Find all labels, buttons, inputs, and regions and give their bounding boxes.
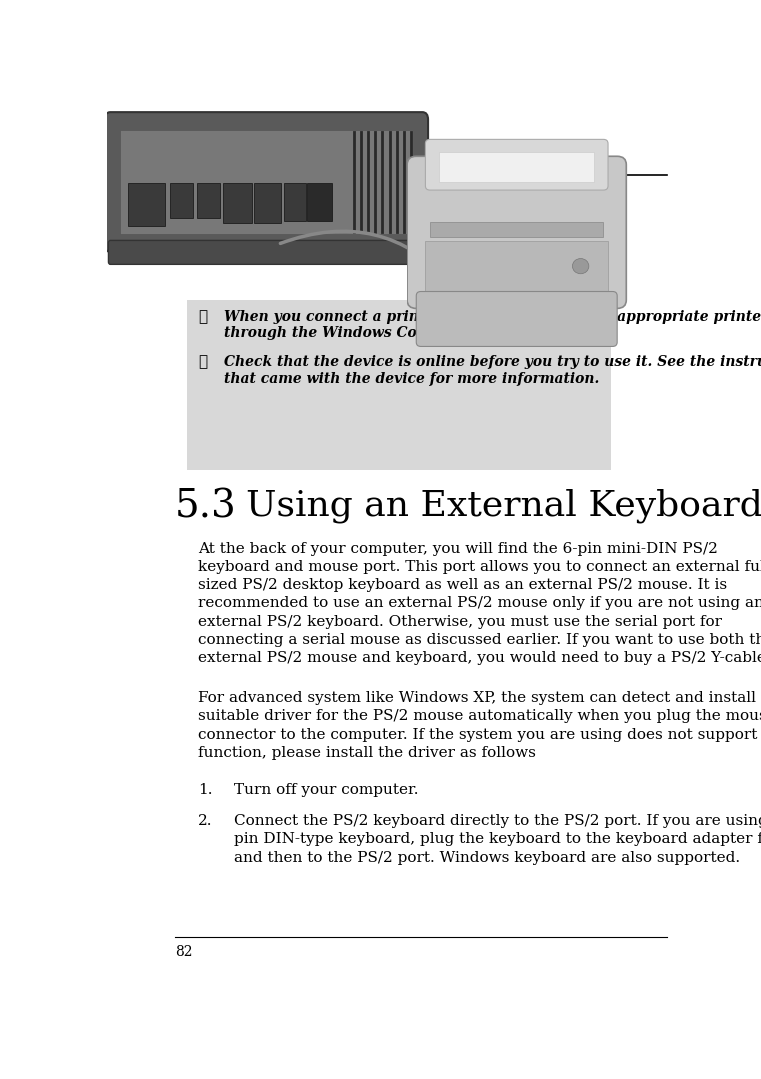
- Text: connector to the computer. If the system you are using does not support this: connector to the computer. If the system…: [199, 727, 761, 741]
- Circle shape: [572, 259, 589, 274]
- Text: Connect the PS/2 keyboard directly to the PS/2 port. If you are using 5-: Connect the PS/2 keyboard directly to th…: [234, 814, 761, 828]
- FancyBboxPatch shape: [425, 241, 608, 296]
- Text: For advanced system like Windows XP, the system can detect and install: For advanced system like Windows XP, the…: [199, 692, 756, 705]
- Text: that came with the device for more information.: that came with the device for more infor…: [224, 372, 599, 386]
- Text: Check that the device is online before you try to use it. See the instructions: Check that the device is online before y…: [224, 355, 761, 369]
- Text: When you connect a printer, be sure to install the appropriate printer driver: When you connect a printer, be sure to i…: [224, 310, 761, 324]
- Text: Using an External Keyboard (PS/2): Using an External Keyboard (PS/2): [246, 489, 761, 523]
- Text: otebook User Guide: otebook User Guide: [194, 160, 419, 182]
- Text: connecting a serial mouse as discussed earlier. If you want to use both the: connecting a serial mouse as discussed e…: [199, 633, 761, 647]
- Text: through the Windows Control Panel.: through the Windows Control Panel.: [224, 326, 508, 340]
- FancyBboxPatch shape: [407, 156, 626, 309]
- Text: function, please install the driver as follows: function, please install the driver as f…: [199, 746, 537, 760]
- FancyBboxPatch shape: [170, 183, 193, 218]
- FancyBboxPatch shape: [109, 241, 425, 264]
- Text: recommended to use an external PS/2 mouse only if you are not using an: recommended to use an external PS/2 mous…: [199, 597, 761, 611]
- FancyBboxPatch shape: [430, 222, 603, 236]
- FancyBboxPatch shape: [186, 300, 611, 470]
- Text: At the back of your computer, you will find the 6-pin mini-DIN PS/2: At the back of your computer, you will f…: [199, 542, 718, 556]
- Text: ☞: ☞: [199, 310, 208, 324]
- FancyBboxPatch shape: [128, 183, 165, 226]
- FancyBboxPatch shape: [196, 183, 220, 218]
- Text: suitable driver for the PS/2 mouse automatically when you plug the mouse: suitable driver for the PS/2 mouse autom…: [199, 709, 761, 723]
- FancyBboxPatch shape: [224, 183, 253, 223]
- Text: 2.: 2.: [199, 814, 213, 828]
- Text: sized PS/2 desktop keyboard as well as an external PS/2 mouse. It is: sized PS/2 desktop keyboard as well as a…: [199, 578, 728, 592]
- Text: Turn off your computer.: Turn off your computer.: [234, 782, 419, 796]
- Text: pin DIN-type keyboard, plug the keyboard to the keyboard adapter first: pin DIN-type keyboard, plug the keyboard…: [234, 832, 761, 846]
- FancyBboxPatch shape: [307, 183, 333, 221]
- Text: N: N: [175, 159, 210, 196]
- FancyBboxPatch shape: [416, 291, 617, 346]
- FancyBboxPatch shape: [105, 112, 428, 251]
- Text: ☞: ☞: [199, 355, 208, 369]
- FancyBboxPatch shape: [285, 183, 306, 221]
- FancyBboxPatch shape: [439, 152, 594, 181]
- FancyBboxPatch shape: [120, 129, 413, 234]
- Text: 82: 82: [175, 945, 193, 959]
- Text: and then to the PS/2 port. Windows keyboard are also supported.: and then to the PS/2 port. Windows keybo…: [234, 850, 740, 864]
- FancyBboxPatch shape: [254, 183, 281, 223]
- Text: 5.3: 5.3: [175, 489, 237, 525]
- Text: external PS/2 mouse and keyboard, you would need to buy a PS/2 Y-cable.: external PS/2 mouse and keyboard, you wo…: [199, 652, 761, 666]
- FancyBboxPatch shape: [425, 139, 608, 190]
- Text: keyboard and mouse port. This port allows you to connect an external full-: keyboard and mouse port. This port allow…: [199, 560, 761, 574]
- Text: 1.: 1.: [199, 782, 213, 796]
- Text: external PS/2 keyboard. Otherwise, you must use the serial port for: external PS/2 keyboard. Otherwise, you m…: [199, 615, 722, 629]
